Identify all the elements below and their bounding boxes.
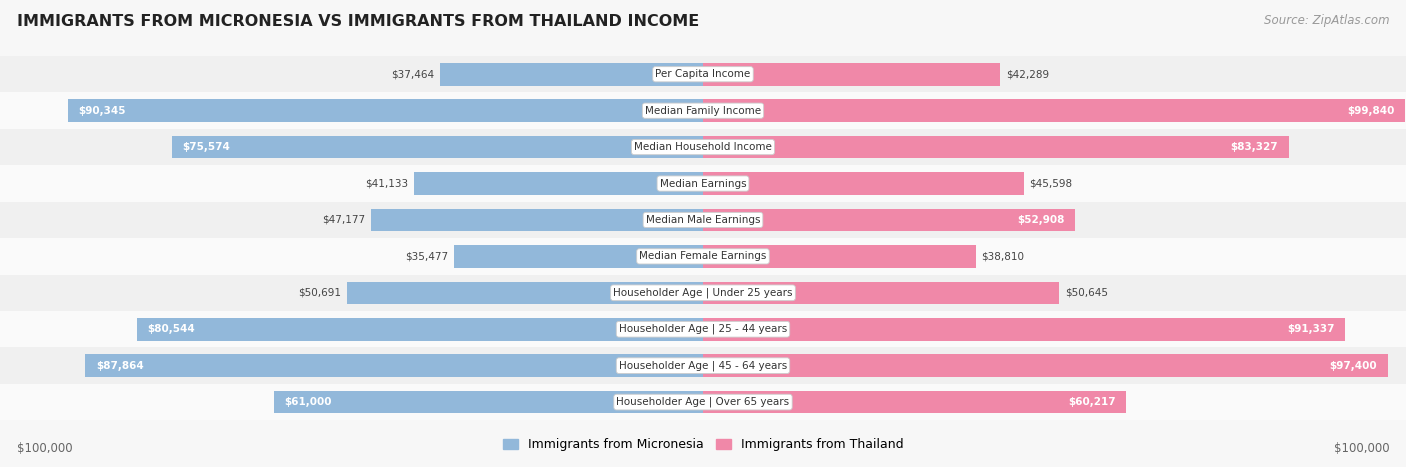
Text: Householder Age | Under 25 years: Householder Age | Under 25 years (613, 288, 793, 298)
Text: Per Capita Income: Per Capita Income (655, 69, 751, 79)
Text: Median Earnings: Median Earnings (659, 178, 747, 189)
Text: Median Household Income: Median Household Income (634, 142, 772, 152)
Text: Householder Age | Over 65 years: Householder Age | Over 65 years (616, 397, 790, 407)
Bar (0, 238, 1406, 275)
Bar (0, 56, 1406, 92)
Bar (86, 354, 703, 377)
Text: $75,574: $75,574 (183, 142, 231, 152)
Text: $42,289: $42,289 (1005, 69, 1049, 79)
Bar (413, 172, 703, 195)
Text: $100,000: $100,000 (1333, 442, 1389, 455)
Bar (172, 136, 703, 158)
Text: $91,337: $91,337 (1286, 324, 1334, 334)
Text: $60,217: $60,217 (1069, 397, 1116, 407)
Text: $38,810: $38,810 (981, 251, 1025, 262)
Bar (703, 172, 1024, 195)
Text: $47,177: $47,177 (322, 215, 366, 225)
Bar (454, 245, 703, 268)
Text: $83,327: $83,327 (1230, 142, 1278, 152)
Bar (347, 282, 703, 304)
Bar (67, 99, 703, 122)
Text: $37,464: $37,464 (391, 69, 434, 79)
Bar (703, 99, 1405, 122)
Text: $50,691: $50,691 (298, 288, 342, 298)
Bar (0, 92, 1406, 129)
Bar (0, 384, 1406, 420)
Bar (0, 202, 1406, 238)
Bar (274, 391, 703, 413)
Text: $50,645: $50,645 (1064, 288, 1108, 298)
Text: $35,477: $35,477 (405, 251, 449, 262)
Legend: Immigrants from Micronesia, Immigrants from Thailand: Immigrants from Micronesia, Immigrants f… (498, 433, 908, 456)
Text: $52,908: $52,908 (1017, 215, 1064, 225)
Bar (703, 282, 1059, 304)
Bar (703, 391, 1126, 413)
Text: Householder Age | 25 - 44 years: Householder Age | 25 - 44 years (619, 324, 787, 334)
Text: $87,864: $87,864 (96, 361, 143, 371)
Text: Householder Age | 45 - 64 years: Householder Age | 45 - 64 years (619, 361, 787, 371)
Text: Median Family Income: Median Family Income (645, 106, 761, 116)
Text: $90,345: $90,345 (79, 106, 127, 116)
Bar (0, 165, 1406, 202)
Bar (703, 354, 1388, 377)
Text: $99,840: $99,840 (1347, 106, 1395, 116)
Bar (0, 129, 1406, 165)
Text: $97,400: $97,400 (1330, 361, 1378, 371)
Bar (0, 311, 1406, 347)
Bar (440, 63, 703, 85)
Bar (703, 136, 1289, 158)
Text: $41,133: $41,133 (366, 178, 408, 189)
Text: Median Male Earnings: Median Male Earnings (645, 215, 761, 225)
Bar (371, 209, 703, 231)
Text: $45,598: $45,598 (1029, 178, 1073, 189)
Bar (703, 318, 1346, 340)
Bar (0, 347, 1406, 384)
Bar (0, 275, 1406, 311)
Text: Source: ZipAtlas.com: Source: ZipAtlas.com (1264, 14, 1389, 27)
Bar (703, 209, 1076, 231)
Text: $80,544: $80,544 (148, 324, 195, 334)
Bar (703, 245, 976, 268)
Text: $61,000: $61,000 (284, 397, 332, 407)
Text: IMMIGRANTS FROM MICRONESIA VS IMMIGRANTS FROM THAILAND INCOME: IMMIGRANTS FROM MICRONESIA VS IMMIGRANTS… (17, 14, 699, 29)
Text: Median Female Earnings: Median Female Earnings (640, 251, 766, 262)
Bar (136, 318, 703, 340)
Text: $100,000: $100,000 (17, 442, 73, 455)
Bar (703, 63, 1000, 85)
